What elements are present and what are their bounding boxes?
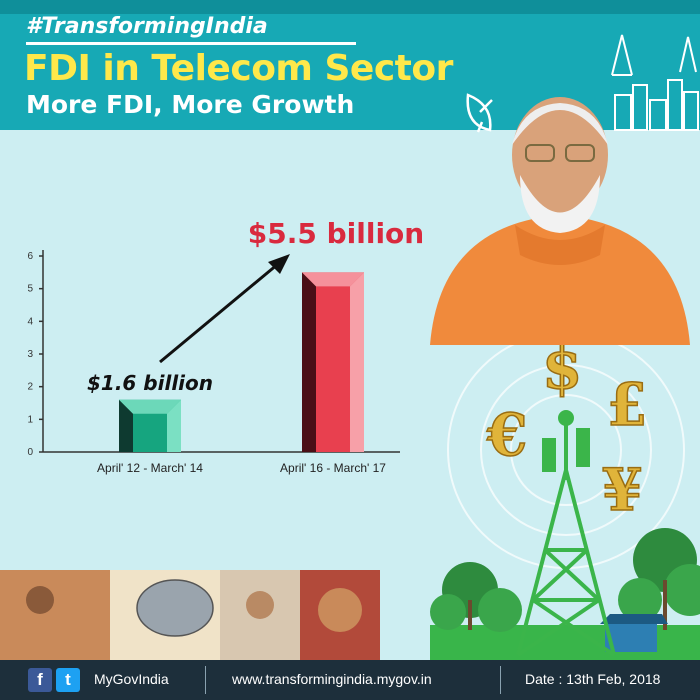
euro-icon: € [486, 401, 527, 469]
footer-bar: f t MyGovIndia www.transformingindia.myg… [0, 660, 700, 700]
bar-top-bevel [302, 272, 364, 287]
hashtag-underline [26, 42, 356, 45]
y-tick-label: 1 [27, 414, 33, 425]
website-link[interactable]: www.transformingindia.mygov.in [232, 671, 432, 687]
bar-side-highlight [350, 272, 364, 452]
bar-side-shade [119, 399, 133, 452]
telecom-tower-icon [516, 410, 616, 657]
header-banner: #TransformingIndia FDI in Telecom Sector… [0, 0, 700, 130]
header-top-band [0, 0, 700, 14]
arrow-head-icon [268, 254, 290, 274]
y-tick-label: 0 [27, 447, 33, 458]
y-tick-label: 5 [27, 284, 33, 295]
y-tick-label: 2 [27, 382, 33, 393]
bar-top-bevel [119, 399, 181, 414]
satellite-dish-icon [466, 93, 493, 133]
data-label: $1.6 billion [87, 371, 213, 395]
chart-plot-area: 0 1 2 3 4 5 6 April' 12 - March' 14 April' 16 - … [27, 217, 424, 475]
page-subtitle: More FDI, More Growth [26, 90, 355, 119]
bar-side-shade [302, 272, 316, 452]
hashtag-text: #TransformingIndia [26, 14, 268, 39]
yen-icon: ¥ [602, 456, 642, 524]
y-tick-label: 4 [27, 316, 33, 327]
footer-divider [500, 666, 501, 694]
dollar-icon: $ [542, 334, 582, 402]
twitter-icon[interactable]: t [56, 668, 80, 692]
x-category-label: April' 12 - March' 14 [97, 461, 203, 475]
trees-decoration [430, 528, 700, 660]
page-title: FDI in Telecom Sector [24, 48, 453, 89]
y-tick-label: 6 [27, 251, 33, 262]
city-skyline-icon [611, 34, 699, 131]
bar-side-highlight [167, 399, 181, 452]
x-category-label: April' 16 - March' 17 [280, 461, 386, 475]
facebook-icon[interactable]: f [28, 668, 52, 692]
footer-divider [205, 666, 206, 694]
photo-collage [0, 570, 380, 660]
footer-date: Date : 13th Feb, 2018 [525, 671, 661, 687]
leader-photo [430, 97, 690, 345]
social-handle[interactable]: MyGovIndia [94, 671, 169, 687]
y-tick-label: 3 [27, 349, 33, 360]
pound-icon: £ [607, 371, 647, 439]
growth-arrow [159, 262, 279, 364]
data-label: $5.5 billion [248, 217, 424, 250]
